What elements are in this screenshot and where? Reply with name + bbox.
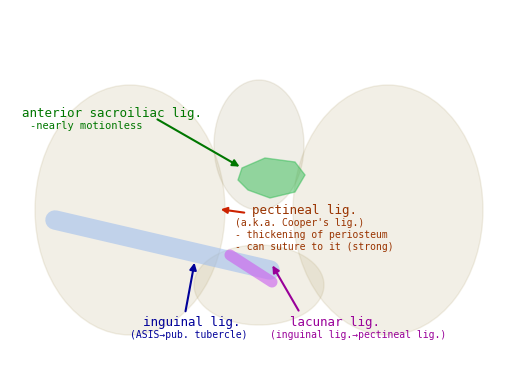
Ellipse shape <box>293 85 483 335</box>
Ellipse shape <box>194 245 324 325</box>
Text: (a.k.a. Cooper's lig.): (a.k.a. Cooper's lig.) <box>235 218 364 228</box>
Ellipse shape <box>35 85 225 335</box>
Text: - thickening of periosteum: - thickening of periosteum <box>235 230 388 240</box>
Text: pectineal lig.: pectineal lig. <box>252 204 357 217</box>
Text: anterior sacroiliac lig.: anterior sacroiliac lig. <box>22 107 202 120</box>
Text: - can suture to it (strong): - can suture to it (strong) <box>235 242 394 252</box>
Polygon shape <box>238 158 305 198</box>
Ellipse shape <box>214 80 304 210</box>
Text: -nearly motionless: -nearly motionless <box>30 121 142 131</box>
Text: (inguinal lig.→pectineal lig.): (inguinal lig.→pectineal lig.) <box>270 330 446 340</box>
Text: inguinal lig.: inguinal lig. <box>143 316 240 329</box>
Text: lacunar lig.: lacunar lig. <box>290 316 380 329</box>
Text: (ASIS→pub. tubercle): (ASIS→pub. tubercle) <box>130 330 248 340</box>
